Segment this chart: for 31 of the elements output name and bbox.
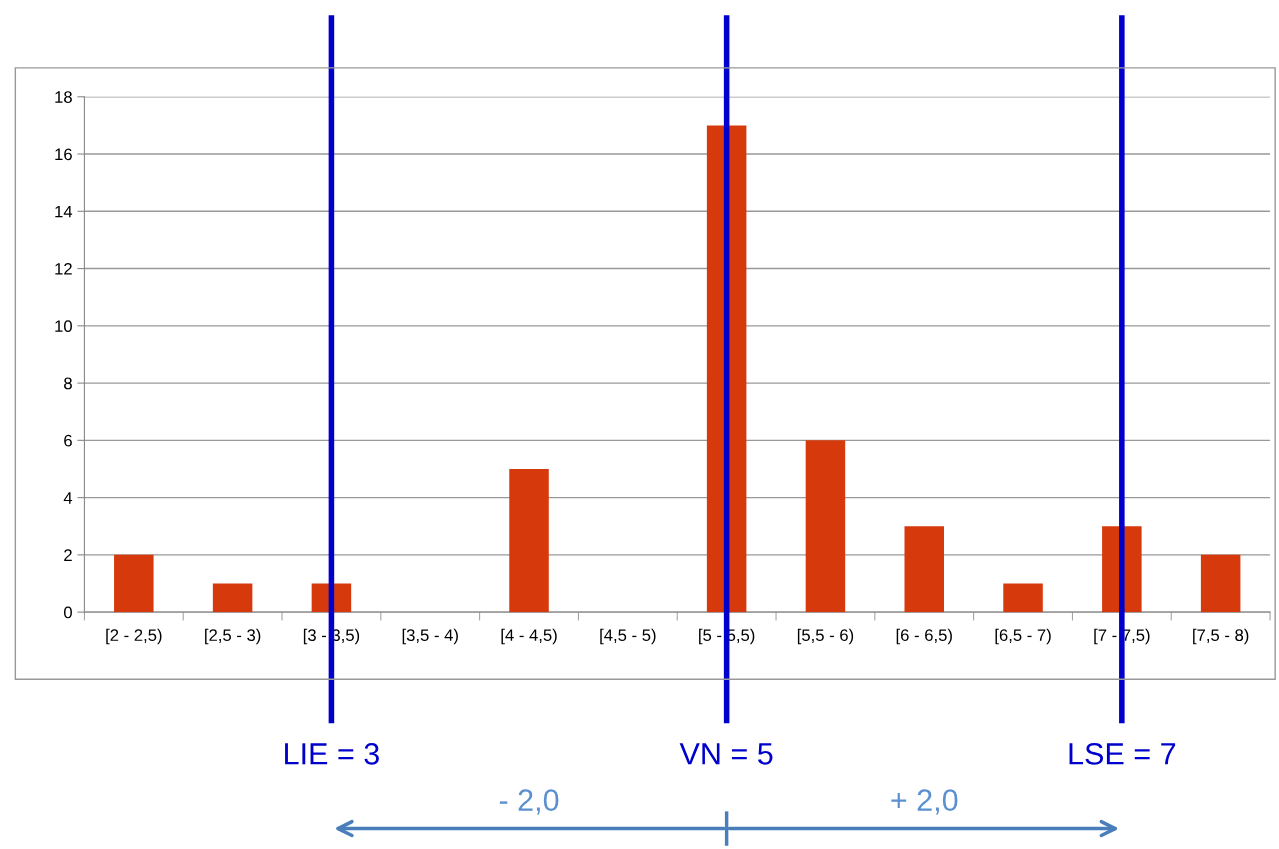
x-tick-label: [6 - 6,5)	[896, 628, 952, 645]
y-tick-label: 18	[55, 91, 72, 103]
y-tick-label: 8	[64, 377, 72, 390]
x-tick-label: [6,5 - 7)	[995, 628, 1051, 645]
x-tick-label: [7,5 - 8)	[1193, 628, 1249, 645]
ref-line-label: LSE = 7	[1069, 742, 1176, 765]
ref-line-label: VN = 5	[679, 743, 773, 765]
y-tick-label: 2	[64, 549, 72, 561]
text: + 2,0	[891, 789, 958, 815]
y-tick-label: 16	[55, 148, 72, 161]
y-tick-label: 6	[64, 434, 72, 447]
x-tick-label: [3,5 - 4)	[402, 628, 458, 645]
bar	[805, 440, 846, 613]
x-tick-label: [4 - 4,5)	[501, 628, 557, 645]
y-tick-label: 0	[63, 606, 72, 619]
bar	[509, 468, 549, 613]
bar	[904, 526, 944, 613]
y-tick-label: 12	[55, 262, 72, 275]
y-tick-label: 4	[63, 492, 73, 504]
bar	[212, 583, 253, 613]
ref-line-label: LIE = 3	[285, 742, 379, 765]
text: - 2,0	[499, 789, 559, 815]
y-tick-label: 10	[55, 320, 72, 333]
y-tick-label: 14	[55, 205, 73, 218]
x-tick-label: [4,5 - 5)	[600, 628, 656, 645]
bar	[1003, 583, 1043, 613]
bar	[1200, 554, 1241, 613]
x-tick-label: [5,5 - 6)	[797, 628, 854, 645]
bar	[114, 554, 154, 613]
x-tick-label: [2 - 2,5)	[106, 628, 162, 645]
x-tick-label: [2,5 - 3)	[205, 628, 261, 645]
